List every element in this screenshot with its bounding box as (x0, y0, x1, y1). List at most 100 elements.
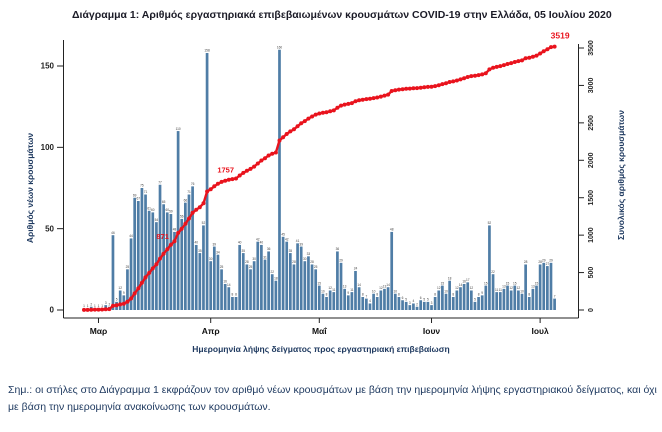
svg-text:25: 25 (126, 265, 130, 269)
bar (477, 296, 480, 310)
bar (415, 306, 419, 310)
bar (386, 287, 390, 310)
bar (379, 290, 383, 310)
svg-text:41: 41 (296, 239, 300, 243)
svg-text:3: 3 (431, 301, 433, 305)
svg-text:30: 30 (252, 257, 256, 261)
svg-text:9: 9 (123, 291, 125, 295)
svg-text:10: 10 (444, 289, 448, 293)
right-axis-ticks: 0 500 1000 1500 2000 2500 3000 3500 (578, 40, 595, 312)
svg-text:10: 10 (321, 289, 325, 293)
svg-text:40: 40 (260, 241, 264, 245)
svg-text:11: 11 (495, 288, 499, 292)
svg-text:11: 11 (499, 288, 503, 292)
svg-text:13: 13 (383, 285, 387, 289)
svg-text:Μαρ: Μαρ (90, 326, 108, 336)
svg-text:15: 15 (318, 281, 322, 285)
bar (524, 264, 527, 310)
svg-text:3519: 3519 (551, 31, 570, 41)
bar (368, 303, 372, 310)
svg-text:28: 28 (245, 260, 249, 264)
svg-text:15: 15 (513, 281, 517, 285)
svg-text:52: 52 (202, 221, 206, 225)
svg-text:54: 54 (155, 218, 159, 222)
bar (216, 254, 220, 310)
svg-text:35: 35 (198, 249, 202, 253)
bar (383, 288, 386, 310)
svg-text:18: 18 (274, 276, 278, 280)
svg-text:110: 110 (176, 127, 181, 131)
bar (151, 212, 155, 310)
svg-text:2: 2 (90, 302, 92, 306)
bar (241, 253, 245, 310)
svg-text:77: 77 (158, 180, 162, 184)
bar (165, 212, 169, 310)
svg-text:36: 36 (267, 247, 271, 251)
bar (328, 290, 332, 310)
svg-text:29: 29 (542, 259, 546, 263)
svg-text:5: 5 (427, 298, 429, 302)
bar (303, 261, 307, 310)
bar (372, 293, 375, 310)
svg-text:48: 48 (390, 228, 394, 232)
svg-text:8: 8 (478, 293, 480, 297)
svg-text:12: 12 (379, 286, 383, 290)
svg-text:8: 8 (434, 293, 436, 297)
annotations: 871 1757 3519 (156, 31, 569, 241)
bar (231, 296, 234, 310)
svg-text:69: 69 (133, 193, 137, 197)
bar (549, 262, 553, 310)
svg-text:75: 75 (140, 184, 144, 188)
bar (441, 285, 444, 310)
bar (252, 261, 256, 310)
svg-text:1757: 1757 (217, 166, 234, 175)
bar (473, 301, 477, 310)
bar (466, 282, 470, 310)
bar (343, 288, 346, 310)
bar (455, 290, 459, 310)
bar (448, 280, 451, 310)
bar (270, 274, 274, 310)
svg-text:12: 12 (118, 286, 122, 290)
svg-text:15: 15 (506, 281, 510, 285)
bar (274, 280, 278, 310)
chart-title: Διάγραμμα 1: Αριθμός εργαστηριακά επιβεβ… (72, 9, 612, 21)
svg-text:39: 39 (213, 242, 217, 246)
bar (288, 253, 292, 310)
svg-text:2: 2 (108, 302, 110, 306)
bar (408, 305, 412, 310)
bar (194, 244, 198, 310)
bar (212, 246, 216, 310)
svg-text:45: 45 (281, 233, 285, 237)
svg-text:1: 1 (94, 304, 96, 308)
svg-text:7: 7 (365, 294, 367, 298)
month-ticks: Μαρ Απρ Μαΐ Ιουν Ιουλ (90, 318, 549, 336)
bar (546, 266, 549, 310)
svg-text:14: 14 (227, 283, 231, 287)
bar (173, 231, 176, 310)
svg-text:66: 66 (184, 198, 188, 202)
svg-text:36: 36 (336, 247, 340, 251)
svg-text:31: 31 (263, 255, 267, 259)
bar (437, 290, 441, 310)
bar (520, 293, 524, 310)
svg-text:8: 8 (376, 293, 378, 297)
bar (256, 241, 260, 310)
svg-text:11: 11 (350, 288, 354, 292)
bar (422, 301, 426, 310)
svg-text:28: 28 (292, 260, 296, 264)
svg-text:12: 12 (509, 286, 513, 290)
bar (484, 285, 488, 310)
svg-text:25: 25 (220, 265, 224, 269)
svg-text:13: 13 (343, 285, 347, 289)
bar (350, 292, 354, 310)
bar (491, 274, 495, 310)
svg-text:9: 9 (481, 291, 483, 295)
bar (354, 270, 357, 310)
bar (158, 184, 162, 310)
bar (133, 197, 137, 310)
svg-text:40: 40 (194, 241, 198, 245)
svg-text:3: 3 (409, 301, 411, 305)
bar (433, 296, 437, 310)
